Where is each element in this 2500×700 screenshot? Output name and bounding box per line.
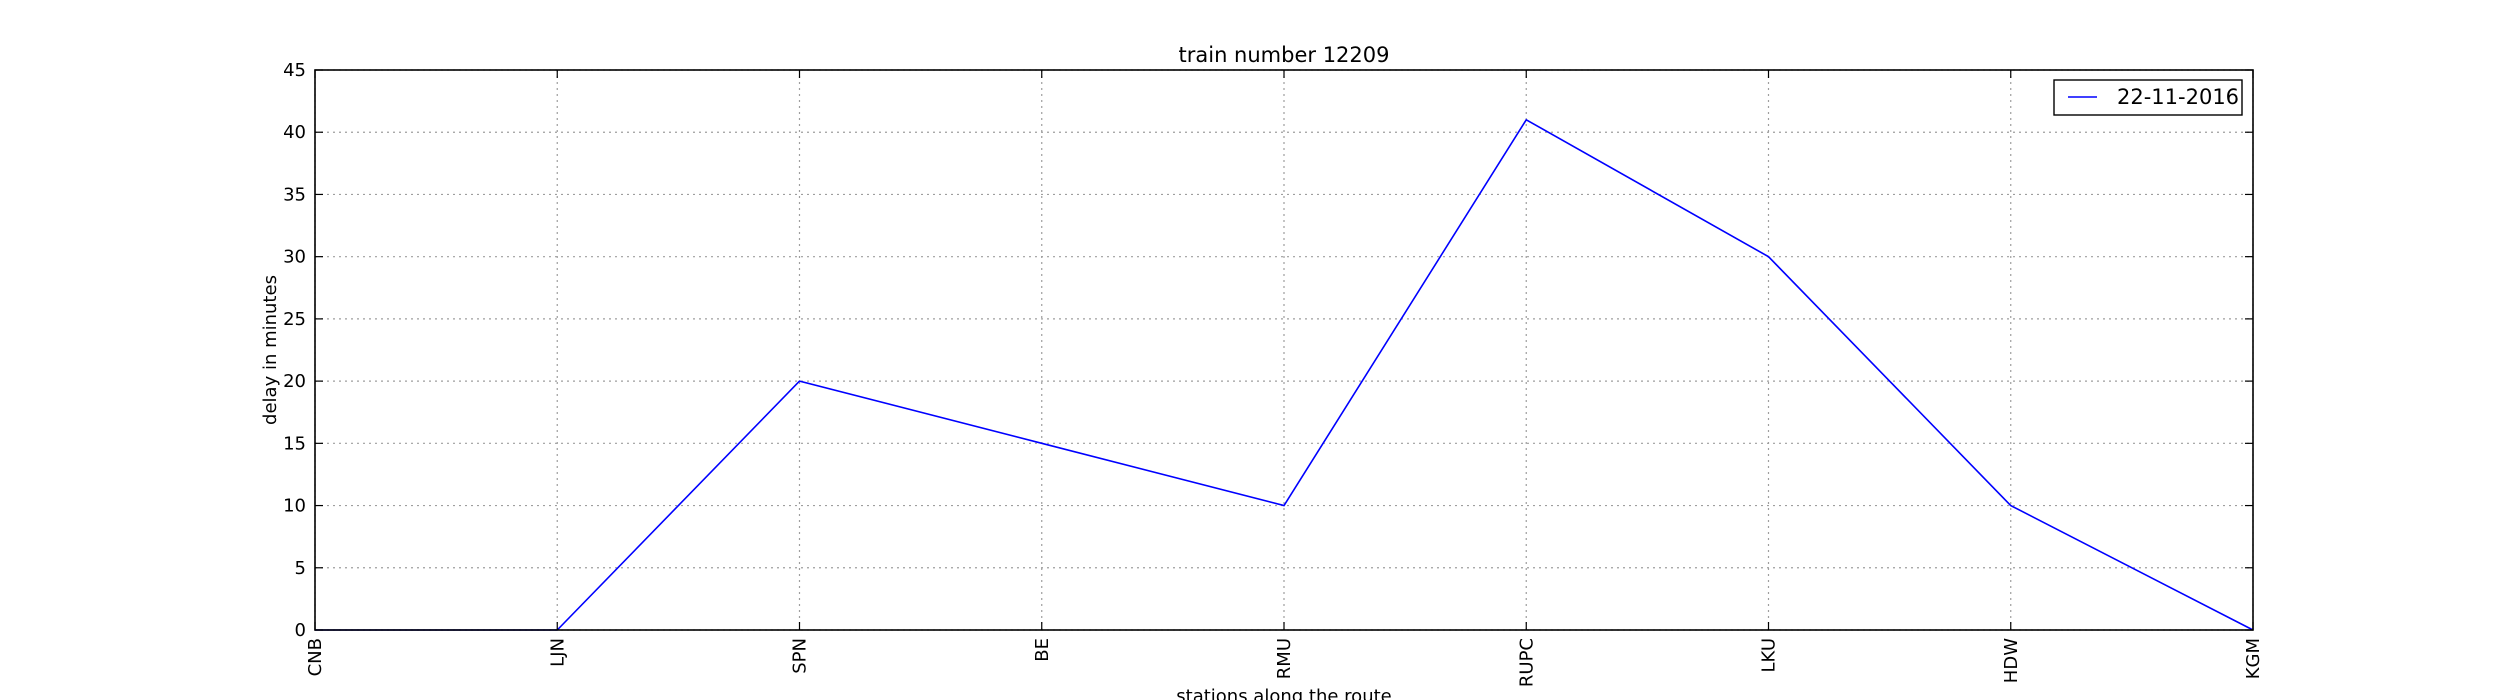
x-tick-label: SPN — [790, 638, 811, 674]
y-tick-label: 5 — [295, 558, 306, 579]
x-tick-label: CNB — [305, 638, 326, 676]
series-layer — [315, 118, 2254, 631]
y-tick-label: 25 — [283, 309, 306, 330]
x-tick-label: RMU — [1274, 638, 1295, 679]
x-tick-label: RUPC — [1516, 638, 1537, 687]
y-tick-label: 35 — [283, 184, 306, 205]
series-line — [315, 118, 2254, 631]
x-tick-label: LJN — [547, 638, 568, 667]
x-tick-label: LKU — [1759, 638, 1780, 673]
y-tick-label: 20 — [283, 371, 306, 392]
x-axis-label: stations along the route — [1176, 686, 1391, 700]
x-tick-label: KGM — [2243, 638, 2264, 679]
y-tick-label: 10 — [283, 496, 306, 517]
chart-title: train number 12209 — [1179, 43, 1390, 67]
axis-ticks: 0 5 10 15 20 25 30 35 40 45 CNB LJN SPN BE RMU RUPC LKU H… — [283, 60, 2264, 687]
y-tick-label: 30 — [283, 247, 306, 268]
legend-label: 22-11-2016 — [2117, 85, 2239, 109]
y-tick-label: 40 — [283, 122, 306, 143]
legend: 22-11-2016 — [2053, 79, 2243, 116]
y-tick-label: 0 — [295, 620, 306, 641]
x-tick-label: HDW — [2001, 638, 2022, 683]
y-axis-label: delay in minutes — [260, 275, 281, 425]
y-tick-label: 15 — [283, 433, 306, 454]
x-tick-label: BE — [1032, 638, 1053, 662]
y-tick-label: 45 — [283, 60, 306, 81]
